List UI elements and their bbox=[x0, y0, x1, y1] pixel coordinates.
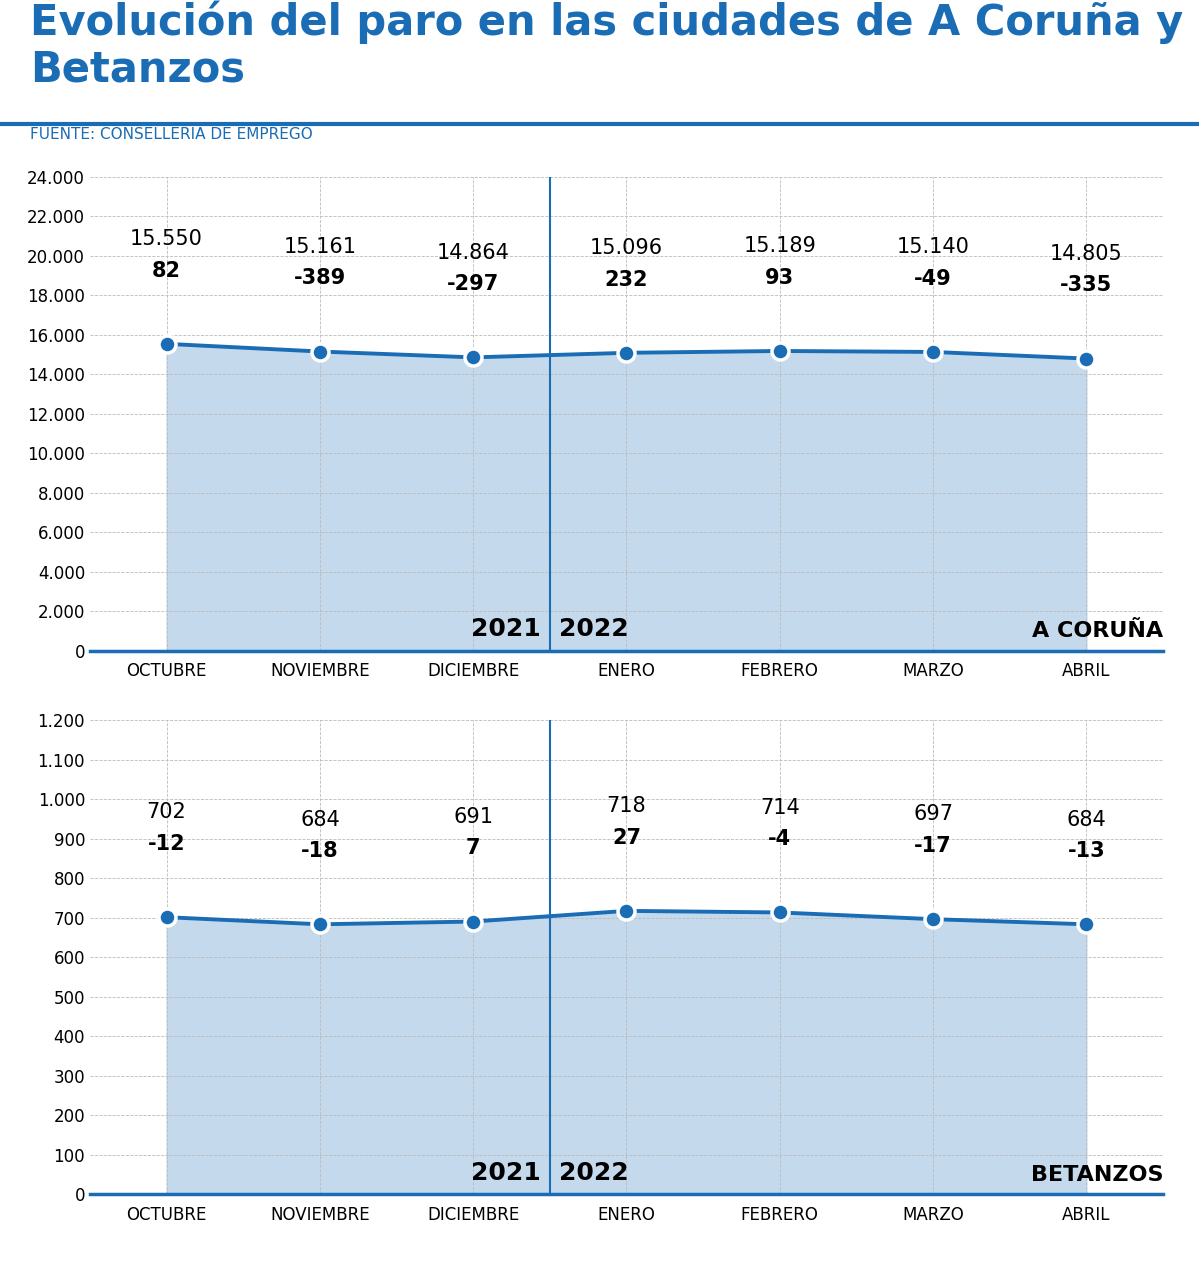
Text: 2021: 2021 bbox=[471, 1162, 541, 1186]
Point bbox=[616, 901, 635, 921]
Point bbox=[157, 908, 176, 928]
Text: 697: 697 bbox=[914, 804, 953, 824]
Text: -49: -49 bbox=[914, 269, 952, 288]
Point bbox=[770, 341, 789, 362]
Text: 684: 684 bbox=[300, 809, 339, 829]
Point bbox=[1077, 349, 1096, 369]
Text: -335: -335 bbox=[1060, 276, 1113, 296]
Text: A CORUÑA: A CORUÑA bbox=[1032, 622, 1163, 642]
Text: 718: 718 bbox=[607, 796, 646, 817]
Text: 7: 7 bbox=[466, 838, 481, 858]
Text: 2022: 2022 bbox=[559, 618, 628, 642]
Text: -17: -17 bbox=[915, 836, 952, 856]
Text: 2022: 2022 bbox=[559, 1162, 628, 1186]
Text: 714: 714 bbox=[760, 798, 800, 818]
Text: BETANZOS: BETANZOS bbox=[1030, 1165, 1163, 1186]
Text: 14.805: 14.805 bbox=[1050, 244, 1122, 264]
Text: 702: 702 bbox=[146, 803, 187, 823]
Point bbox=[157, 334, 176, 354]
Text: 93: 93 bbox=[765, 268, 795, 288]
Text: Evolución del paro en las ciudades de A Coruña y
Betanzos: Evolución del paro en las ciudades de A … bbox=[30, 0, 1183, 91]
Text: 82: 82 bbox=[152, 260, 181, 281]
Text: -4: -4 bbox=[769, 829, 791, 849]
Point bbox=[311, 914, 330, 934]
Text: 2021: 2021 bbox=[471, 618, 541, 642]
Text: 14.864: 14.864 bbox=[436, 243, 510, 263]
Point bbox=[923, 341, 942, 362]
Point bbox=[1077, 914, 1096, 934]
Text: -13: -13 bbox=[1067, 841, 1105, 861]
Point bbox=[464, 348, 483, 368]
Point bbox=[770, 902, 789, 923]
Text: 15.189: 15.189 bbox=[743, 236, 817, 257]
Point bbox=[616, 343, 635, 363]
Text: 684: 684 bbox=[1066, 809, 1107, 829]
Text: 27: 27 bbox=[611, 828, 641, 848]
Text: -297: -297 bbox=[447, 274, 499, 295]
Text: 15.550: 15.550 bbox=[131, 229, 203, 249]
Point bbox=[923, 909, 942, 929]
Text: 15.140: 15.140 bbox=[897, 238, 970, 257]
Text: 232: 232 bbox=[604, 269, 649, 289]
Text: -389: -389 bbox=[294, 268, 347, 288]
Text: 691: 691 bbox=[453, 806, 493, 827]
Text: -12: -12 bbox=[147, 834, 186, 854]
Text: -18: -18 bbox=[301, 841, 338, 861]
Text: FUENTE: CONSELLERÍA DE EMPREGO: FUENTE: CONSELLERÍA DE EMPREGO bbox=[30, 128, 313, 143]
Text: 15.161: 15.161 bbox=[283, 236, 356, 257]
Point bbox=[464, 911, 483, 932]
Text: 15.096: 15.096 bbox=[590, 238, 663, 258]
Point bbox=[311, 341, 330, 362]
